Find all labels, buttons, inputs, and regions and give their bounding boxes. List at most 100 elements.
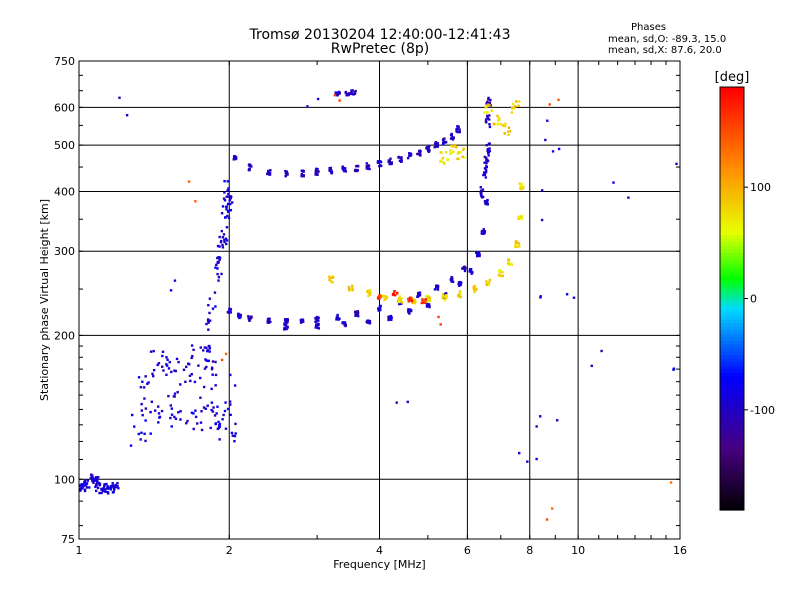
data-point <box>342 168 345 172</box>
data-point <box>441 296 444 300</box>
data-point <box>526 460 529 463</box>
data-point <box>493 123 496 126</box>
data-point <box>191 354 194 358</box>
colorbar-segment <box>720 224 744 229</box>
data-point <box>335 315 339 319</box>
colorbar-segment <box>720 146 744 152</box>
data-point <box>108 486 112 490</box>
colorbar-segment <box>720 280 744 285</box>
data-point <box>368 322 371 325</box>
data-point <box>167 367 171 370</box>
data-point <box>170 407 174 410</box>
data-point <box>231 201 234 204</box>
y-tick-label: 600 <box>54 101 75 114</box>
data-point <box>457 282 460 286</box>
data-point <box>248 319 251 322</box>
colorbar-segment <box>720 87 744 92</box>
colorbar-segment <box>720 326 744 331</box>
data-point <box>366 289 370 293</box>
data-point <box>378 307 381 310</box>
data-point <box>268 173 271 176</box>
data-point <box>446 158 449 161</box>
data-point <box>459 151 462 154</box>
data-point <box>144 407 148 410</box>
data-point <box>233 439 236 443</box>
data-point <box>336 313 339 317</box>
data-point <box>512 107 515 110</box>
data-point <box>302 170 305 173</box>
colorbar-segment <box>720 94 744 99</box>
data-point <box>418 151 422 155</box>
data-point <box>286 326 289 329</box>
data-point <box>486 100 489 104</box>
data-point <box>213 291 217 294</box>
data-point <box>300 172 304 176</box>
data-point <box>479 189 483 192</box>
data-point <box>378 297 381 300</box>
data-point <box>187 363 191 366</box>
data-point <box>179 418 182 421</box>
colorbar-segment <box>720 231 744 236</box>
data-point <box>112 484 115 487</box>
data-point <box>487 98 490 101</box>
data-point <box>210 366 214 369</box>
data-point <box>385 297 388 300</box>
data-point <box>229 413 232 417</box>
data-point <box>368 167 371 171</box>
data-point <box>283 322 286 325</box>
data-point <box>464 266 467 270</box>
data-point <box>414 300 417 303</box>
data-point <box>334 91 337 94</box>
data-point <box>113 488 116 491</box>
colorbar-tick-label: 0 <box>750 293 757 306</box>
data-point <box>376 161 380 164</box>
data-point <box>413 299 416 302</box>
data-point <box>409 153 412 156</box>
data-point <box>186 419 189 423</box>
data-point <box>220 229 224 233</box>
data-point <box>206 319 210 323</box>
data-point <box>487 96 490 100</box>
data-point <box>284 318 287 321</box>
data-point <box>511 102 515 106</box>
data-point <box>247 315 250 318</box>
data-point <box>377 307 380 310</box>
colorbar-segment <box>720 418 744 423</box>
data-point <box>206 318 210 321</box>
data-point <box>354 314 357 318</box>
data-point <box>411 301 414 305</box>
y-tick-label: 500 <box>54 139 75 152</box>
data-point <box>157 421 160 424</box>
colorbar-segment <box>720 252 744 257</box>
colorbar-segment <box>720 340 744 345</box>
data-point <box>223 240 226 244</box>
data-point <box>222 197 226 200</box>
data-point <box>387 159 391 162</box>
data-point <box>540 218 544 222</box>
data-point <box>443 162 446 165</box>
data-point <box>149 432 152 435</box>
data-point <box>480 232 483 235</box>
data-point <box>94 483 98 486</box>
colorbar-segment <box>720 404 744 409</box>
colorbar-segment <box>720 425 744 430</box>
data-point <box>103 488 106 491</box>
x-tick-label: 1 <box>76 544 83 557</box>
data-point <box>98 483 101 486</box>
colorbar-segment <box>720 111 744 116</box>
data-point <box>157 362 161 365</box>
colorbar-segment <box>720 196 744 201</box>
data-point <box>508 130 512 133</box>
data-point <box>551 150 555 153</box>
data-point <box>316 316 320 320</box>
data-point <box>286 172 289 175</box>
data-point <box>103 483 106 486</box>
colorbar-segment <box>720 118 744 123</box>
colorbar-segment <box>720 397 744 402</box>
data-point <box>379 308 382 312</box>
data-point <box>354 310 357 314</box>
data-point <box>168 360 171 364</box>
data-point <box>165 356 168 359</box>
data-point <box>514 242 517 245</box>
colorbar-segment <box>720 220 744 226</box>
